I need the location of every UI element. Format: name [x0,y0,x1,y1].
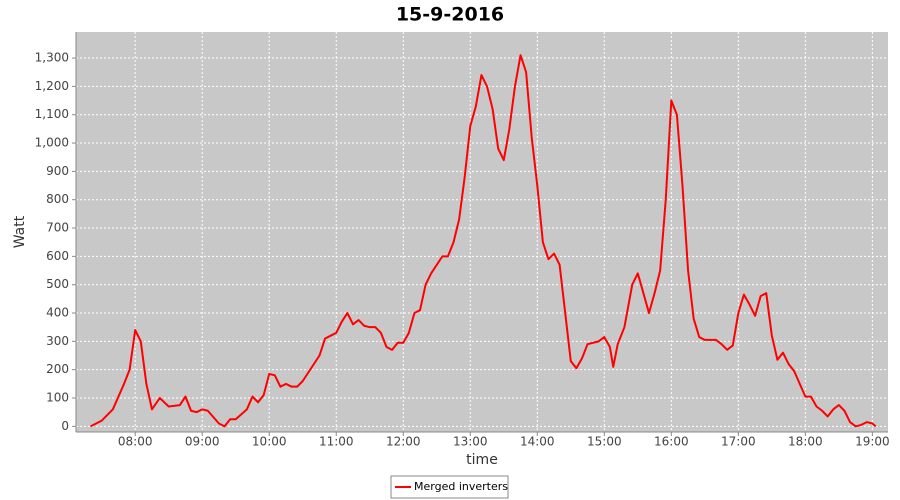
chart-title: 15-9-2016 [396,4,504,26]
x-tick-label: 11:00 [319,435,354,449]
y-tick-label: 1,300 [35,51,69,65]
y-tick-label: 1,100 [35,107,69,121]
legend-label: Merged inverters [414,480,508,493]
y-tick-label: 700 [46,221,69,235]
x-tick-label: 12:00 [386,435,421,449]
y-tick-label: 200 [46,362,69,376]
x-tick-label: 19:00 [855,435,890,449]
y-tick-label: 400 [46,306,69,320]
data-line [90,54,877,428]
x-tick-label: 18:00 [788,435,823,449]
x-tick-label: 13:00 [453,435,488,449]
x-tick-label: 16:00 [654,435,689,449]
x-tick-label: 14:00 [520,435,555,449]
y-tick-label: 600 [46,249,69,263]
y-tick-label: 800 [46,192,69,206]
plot-area [76,32,888,432]
x-tick-label: 09:00 [185,435,220,449]
y-tick-label: 100 [46,391,69,405]
y-axis-label: Watt [12,215,28,248]
legend-box [390,475,509,499]
y-tick-label: 1,200 [35,79,69,93]
x-tick-label: 10:00 [252,435,287,449]
x-tick-label: 08:00 [118,435,153,449]
x-axis-label: time [466,452,498,468]
y-tick-label: 1,000 [35,136,69,150]
y-tick-label: 300 [46,334,69,348]
x-tick-label: 17:00 [721,435,756,449]
y-tick-label: 0 [61,419,69,433]
x-tick-label: 15:00 [587,435,622,449]
y-tick-label: 500 [46,277,69,291]
y-tick-label: 900 [46,164,69,178]
